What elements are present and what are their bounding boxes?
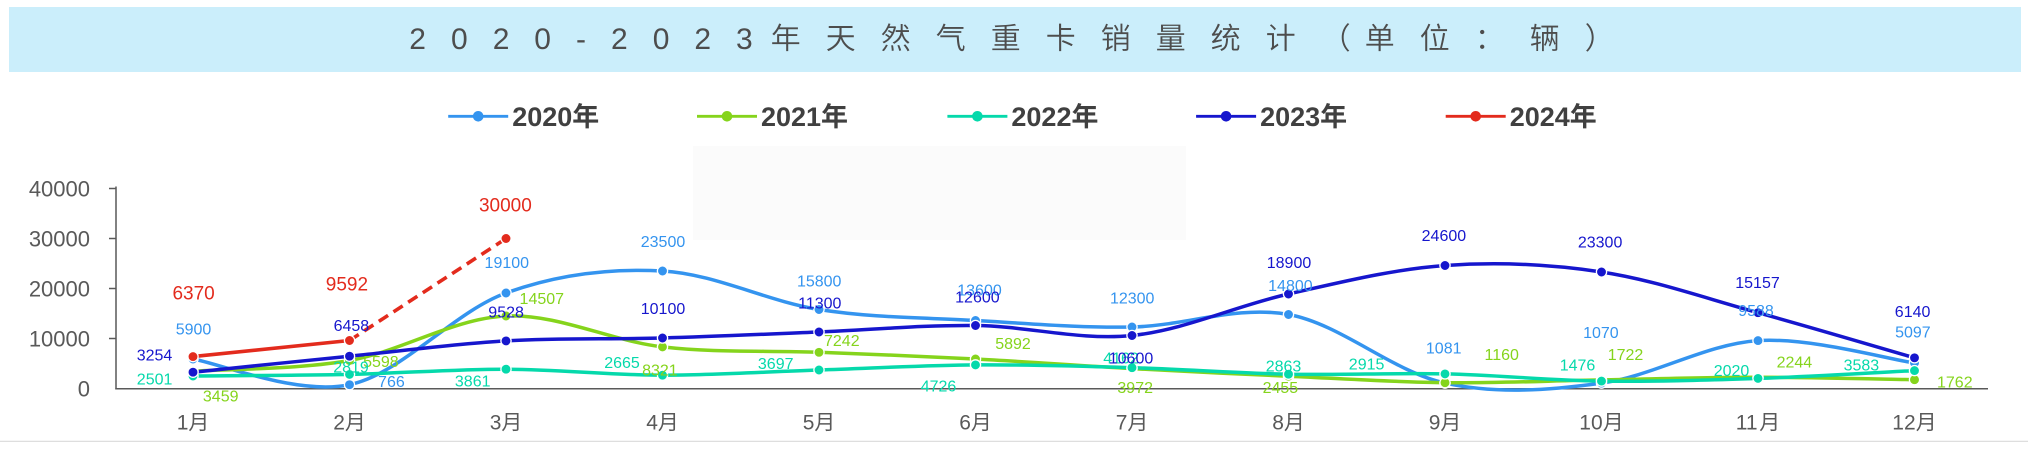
svg-text:0: 0: [451, 23, 468, 56]
svg-text:2024: 2024: [1510, 102, 1570, 132]
svg-text:0: 0: [653, 23, 670, 56]
svg-text:2665: 2665: [604, 355, 640, 372]
svg-text:15800: 15800: [797, 274, 842, 291]
svg-text:23500: 23500: [641, 234, 686, 251]
svg-text:2863: 2863: [1266, 358, 1302, 375]
svg-text:3697: 3697: [758, 356, 794, 373]
svg-text:1081: 1081: [1426, 341, 1462, 358]
svg-text:40000: 40000: [29, 176, 90, 201]
svg-text:10100: 10100: [641, 301, 686, 318]
svg-text:2023: 2023: [1260, 102, 1320, 132]
svg-text:13600: 13600: [957, 283, 1002, 300]
svg-text:3972: 3972: [1117, 380, 1153, 397]
svg-text:12300: 12300: [1110, 290, 1155, 307]
svg-text:3254: 3254: [137, 347, 173, 364]
svg-text:766: 766: [378, 374, 405, 391]
svg-text:2020: 2020: [1714, 363, 1750, 380]
svg-text:-: -: [576, 23, 586, 56]
svg-text:9592: 9592: [326, 274, 368, 295]
svg-text:1762: 1762: [1937, 375, 1973, 392]
svg-text:5: 5: [803, 412, 815, 435]
svg-text:15157: 15157: [1735, 275, 1780, 292]
svg-text:9528: 9528: [488, 305, 524, 322]
svg-text:2: 2: [611, 23, 628, 56]
svg-text:3861: 3861: [455, 373, 491, 390]
svg-text:9: 9: [1429, 412, 1441, 435]
svg-text:12600: 12600: [955, 290, 1000, 307]
svg-text:1722: 1722: [1608, 347, 1644, 364]
svg-text:6: 6: [959, 412, 971, 435]
svg-text:2819: 2819: [333, 360, 369, 377]
svg-text:8321: 8321: [642, 362, 678, 379]
svg-text:8: 8: [1272, 412, 1284, 435]
svg-text:7: 7: [1116, 412, 1128, 435]
svg-text:1: 1: [177, 412, 189, 435]
svg-text:18900: 18900: [1267, 255, 1312, 272]
svg-text:12: 12: [1892, 412, 1915, 435]
svg-text:19100: 19100: [485, 255, 530, 272]
svg-text:7242: 7242: [824, 333, 860, 350]
svg-text:2: 2: [409, 23, 426, 56]
svg-text:2501: 2501: [137, 371, 173, 388]
svg-text:10600: 10600: [1109, 351, 1154, 368]
svg-text:9588: 9588: [1738, 303, 1774, 320]
svg-text:5598: 5598: [363, 354, 399, 371]
svg-text:2: 2: [493, 23, 510, 56]
svg-text:2244: 2244: [1777, 354, 1813, 371]
svg-text:14800: 14800: [1268, 278, 1313, 295]
svg-text:6140: 6140: [1895, 304, 1931, 321]
svg-text:3459: 3459: [203, 388, 239, 405]
svg-text:4162: 4162: [1103, 351, 1139, 368]
svg-text:2455: 2455: [1263, 380, 1299, 397]
svg-text:2: 2: [333, 412, 345, 435]
svg-text:5900: 5900: [176, 321, 212, 338]
svg-text:3: 3: [736, 23, 753, 56]
svg-text:23300: 23300: [1578, 235, 1623, 252]
svg-text:1160: 1160: [1484, 347, 1519, 364]
svg-text:30000: 30000: [479, 195, 532, 216]
svg-text:1070: 1070: [1583, 325, 1619, 342]
svg-text:3583: 3583: [1844, 357, 1880, 374]
svg-text:6458: 6458: [334, 318, 370, 335]
svg-text:2021: 2021: [761, 102, 821, 132]
svg-text:5097: 5097: [1895, 325, 1931, 342]
svg-text:0: 0: [534, 23, 551, 56]
svg-text:20000: 20000: [29, 276, 90, 301]
svg-text:4: 4: [646, 412, 658, 435]
svg-text:5892: 5892: [995, 336, 1031, 353]
svg-text:11300: 11300: [798, 296, 841, 313]
svg-text:30000: 30000: [29, 226, 90, 251]
svg-text:4726: 4726: [921, 379, 957, 396]
svg-text:10000: 10000: [29, 326, 90, 351]
svg-text:10: 10: [1579, 412, 1602, 435]
svg-text:3: 3: [490, 412, 502, 435]
svg-text:1476: 1476: [1560, 358, 1596, 375]
svg-text:24600: 24600: [1422, 228, 1467, 245]
svg-text:14507: 14507: [520, 291, 565, 308]
svg-text:2022: 2022: [1011, 102, 1071, 132]
svg-text:11: 11: [1736, 412, 1758, 435]
svg-text:2020: 2020: [512, 102, 572, 132]
svg-text:2915: 2915: [1349, 357, 1385, 374]
svg-text:0: 0: [78, 376, 90, 401]
svg-text:6370: 6370: [172, 284, 214, 305]
svg-text:2: 2: [694, 23, 711, 56]
